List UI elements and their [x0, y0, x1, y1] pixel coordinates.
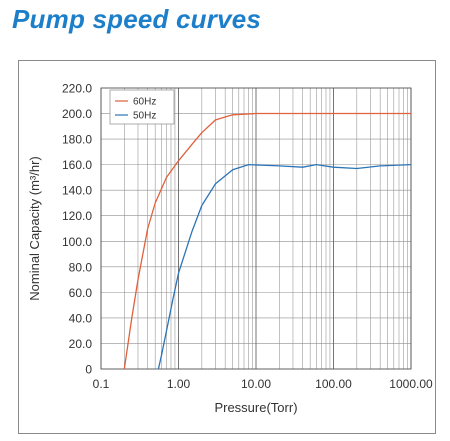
y-tick-label: 120.0 — [62, 209, 92, 223]
y-tick-label: 100.0 — [62, 235, 92, 249]
x-tick-labels: 0.1 1.00 10.00 100.00 1000.00 — [93, 377, 433, 391]
y-axis-label: Nominal Capacity (m³/hr) — [27, 156, 42, 300]
plot-border — [100, 87, 412, 370]
legend: 60Hz 50Hz — [109, 89, 175, 125]
y-tick-label: 20.0 — [69, 337, 93, 351]
y-tick-label: 0 — [85, 363, 92, 377]
x-tick-label: 10.00 — [241, 377, 271, 391]
y-tick-label: 220.0 — [62, 82, 92, 96]
y-tick-label: 40.0 — [69, 311, 93, 325]
legend-label-50hz: 50Hz — [133, 111, 156, 122]
y-tick-label: 160.0 — [62, 158, 92, 172]
pump-speed-chart: 0 20.0 40.0 60.0 80.0 100.0 120.0 140.0 160.0 180… — [27, 82, 433, 416]
y-tick-label: 60.0 — [69, 286, 93, 300]
y-tick-labels: 0 20.0 40.0 60.0 80.0 100.0 120.0 140.0 160.0 180… — [62, 82, 92, 377]
series-layer — [123, 112, 412, 370]
y-tick-label: 180.0 — [62, 133, 92, 147]
legend-box — [109, 89, 175, 125]
y-tick-label: 80.0 — [69, 260, 93, 274]
x-tick-label: 100.00 — [315, 377, 352, 391]
chart-frame: 0 20.0 40.0 60.0 80.0 100.0 120.0 140.0 160.0 180… — [18, 60, 436, 434]
legend-label-60hz: 60Hz — [133, 97, 156, 108]
y-tick-label: 200.0 — [62, 107, 92, 121]
series-line-60hz — [123, 112, 411, 370]
x-tick-label: 1000.00 — [389, 377, 433, 391]
y-tick-label: 140.0 — [62, 184, 92, 198]
x-axis-label: Pressure(Torr) — [214, 400, 297, 415]
x-tick-label: 0.1 — [93, 377, 110, 391]
x-tick-label: 1.00 — [167, 377, 191, 391]
series-line-50hz — [157, 163, 412, 370]
page-title: Pump speed curves — [12, 4, 262, 34]
